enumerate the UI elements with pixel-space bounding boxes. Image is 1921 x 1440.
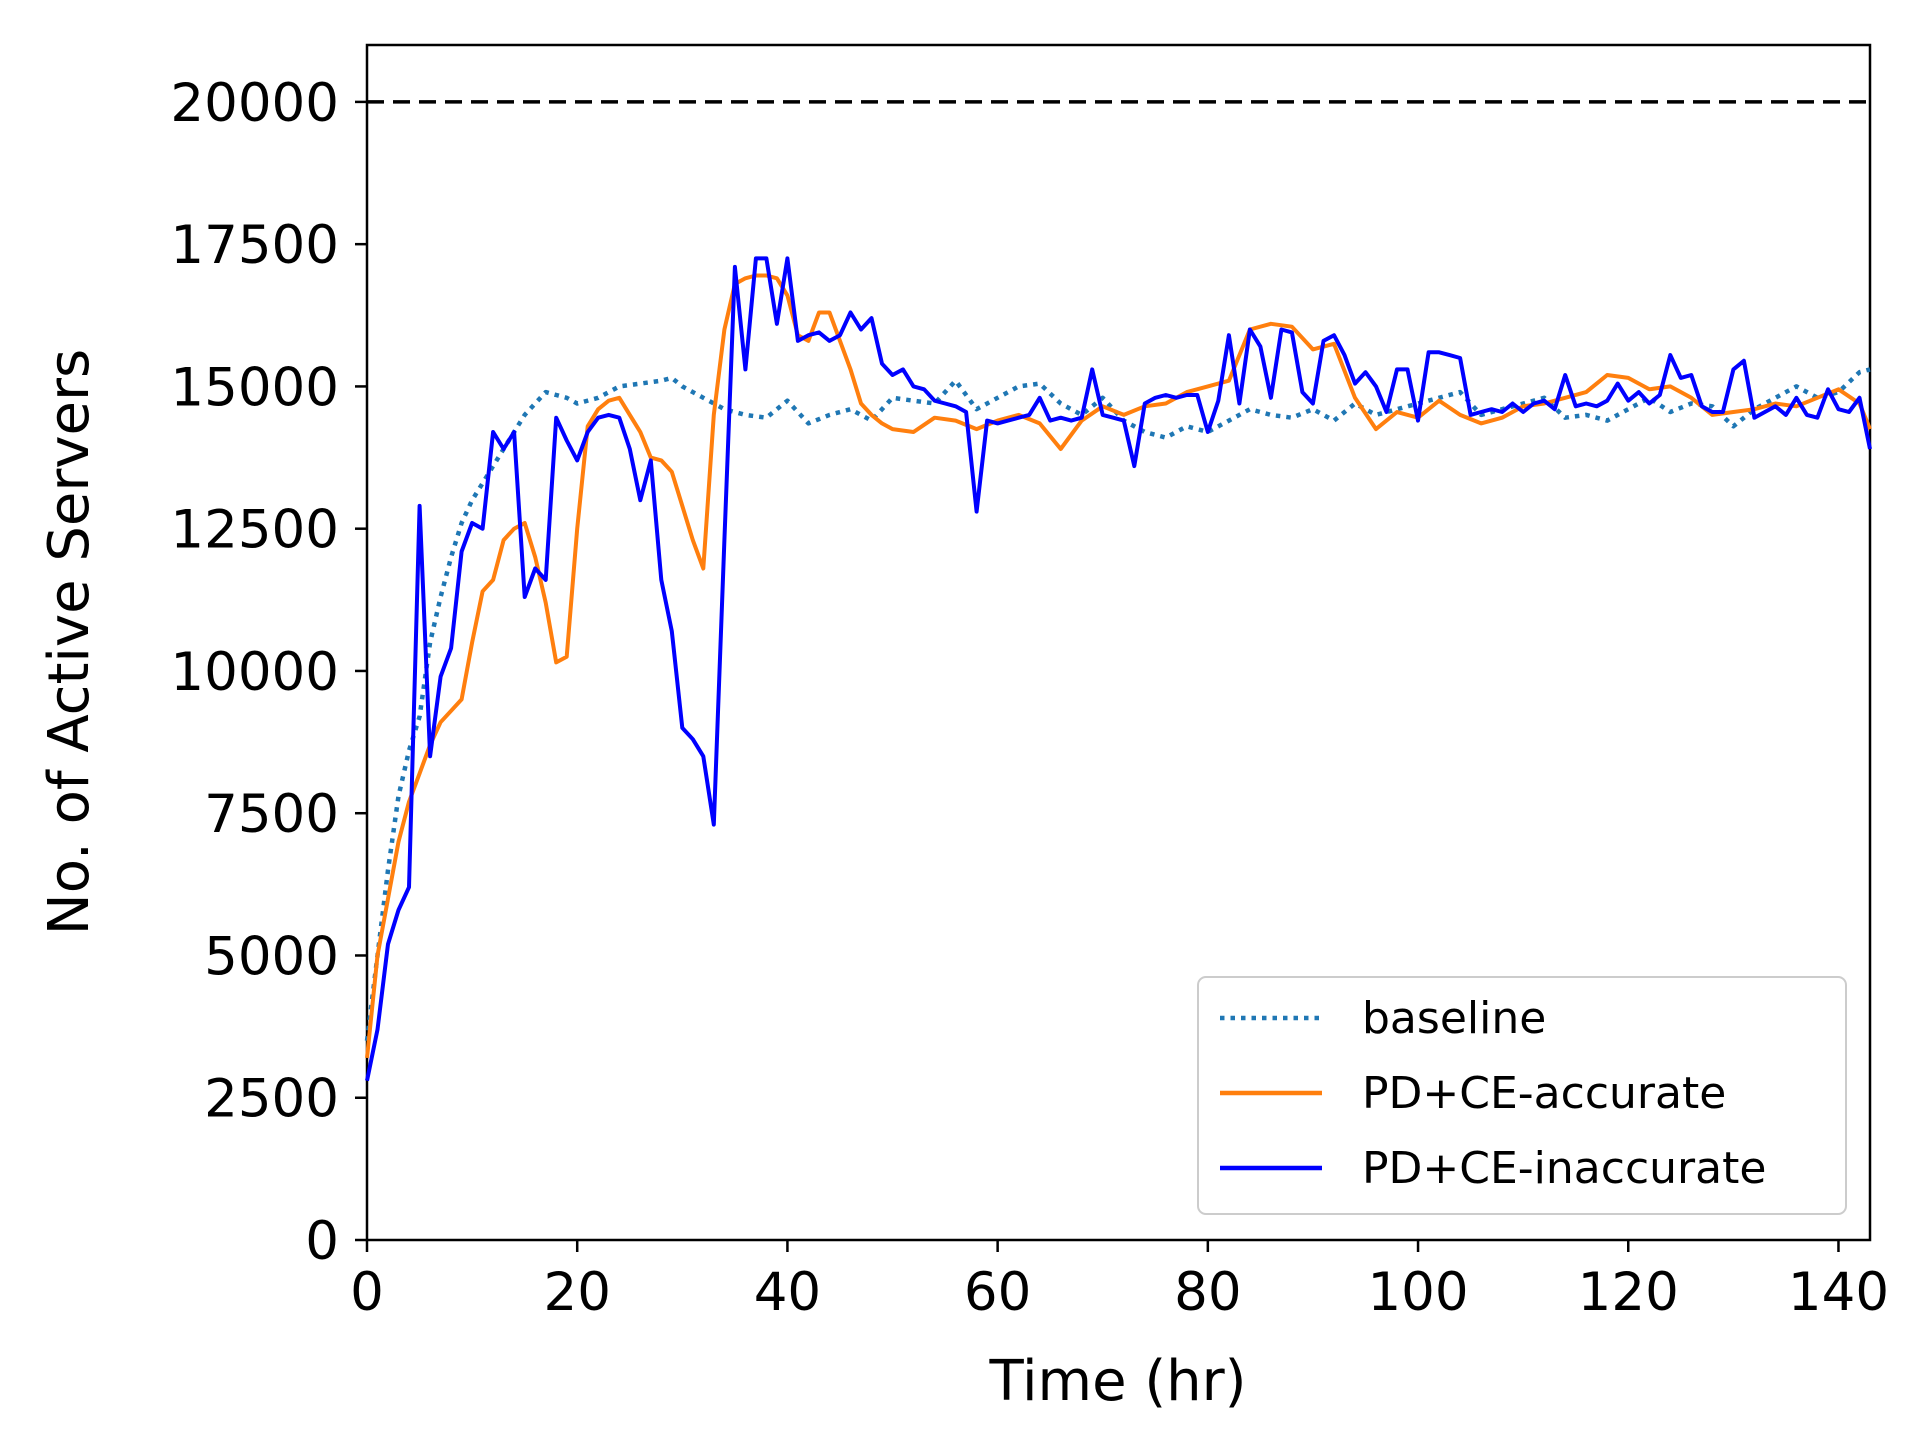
x-tick-label: 20 — [543, 1262, 610, 1323]
y-axis-ticks: 0 2500 5000 7500 10000 12500 15000 17500 20000 — [170, 73, 367, 1272]
plot-frame — [365, 43, 1872, 1242]
legend-label-pd-ce-inaccurate: PD+CE-inaccurate — [1362, 1143, 1766, 1194]
y-tick-label: 10000 — [170, 642, 339, 703]
y-tick-label: 0 — [305, 1211, 339, 1272]
x-tick-label: 60 — [964, 1262, 1031, 1323]
x-tick-label: 0 — [350, 1262, 384, 1323]
y-axis-label: No. of Active Servers — [37, 349, 102, 935]
x-tick-label: 100 — [1367, 1262, 1468, 1323]
x-tick-label: 120 — [1578, 1262, 1679, 1323]
y-tick-label: 12500 — [170, 500, 339, 561]
series-line-pd-ce-accurate — [365, 273, 1872, 1059]
y-tick-label: 17500 — [170, 215, 339, 276]
legend-label-baseline: baseline — [1362, 993, 1546, 1044]
legend-label-pd-ce-accurate: PD+CE-accurate — [1362, 1068, 1726, 1119]
y-tick-label: 2500 — [204, 1069, 339, 1130]
x-axis-label: Time (hr) — [988, 1349, 1246, 1414]
x-tick-label: 40 — [754, 1262, 821, 1323]
x-tick-label: 140 — [1788, 1262, 1889, 1323]
y-tick-label: 20000 — [170, 73, 339, 134]
series-layer — [364, 256, 1872, 1082]
legend-box — [1197, 976, 1847, 1215]
x-axis-ticks: 0 20 40 60 80 100 120 140 — [350, 1240, 1889, 1323]
y-tick-label: 15000 — [170, 357, 339, 418]
series-line-pd-ce-inaccurate — [365, 256, 1872, 1082]
y-tick-label: 5000 — [204, 926, 339, 987]
legend: baseline PD+CE-accurate PD+CE-inaccurate — [1197, 976, 1847, 1215]
x-tick-label: 80 — [1174, 1262, 1241, 1323]
y-tick-label: 7500 — [204, 784, 339, 845]
